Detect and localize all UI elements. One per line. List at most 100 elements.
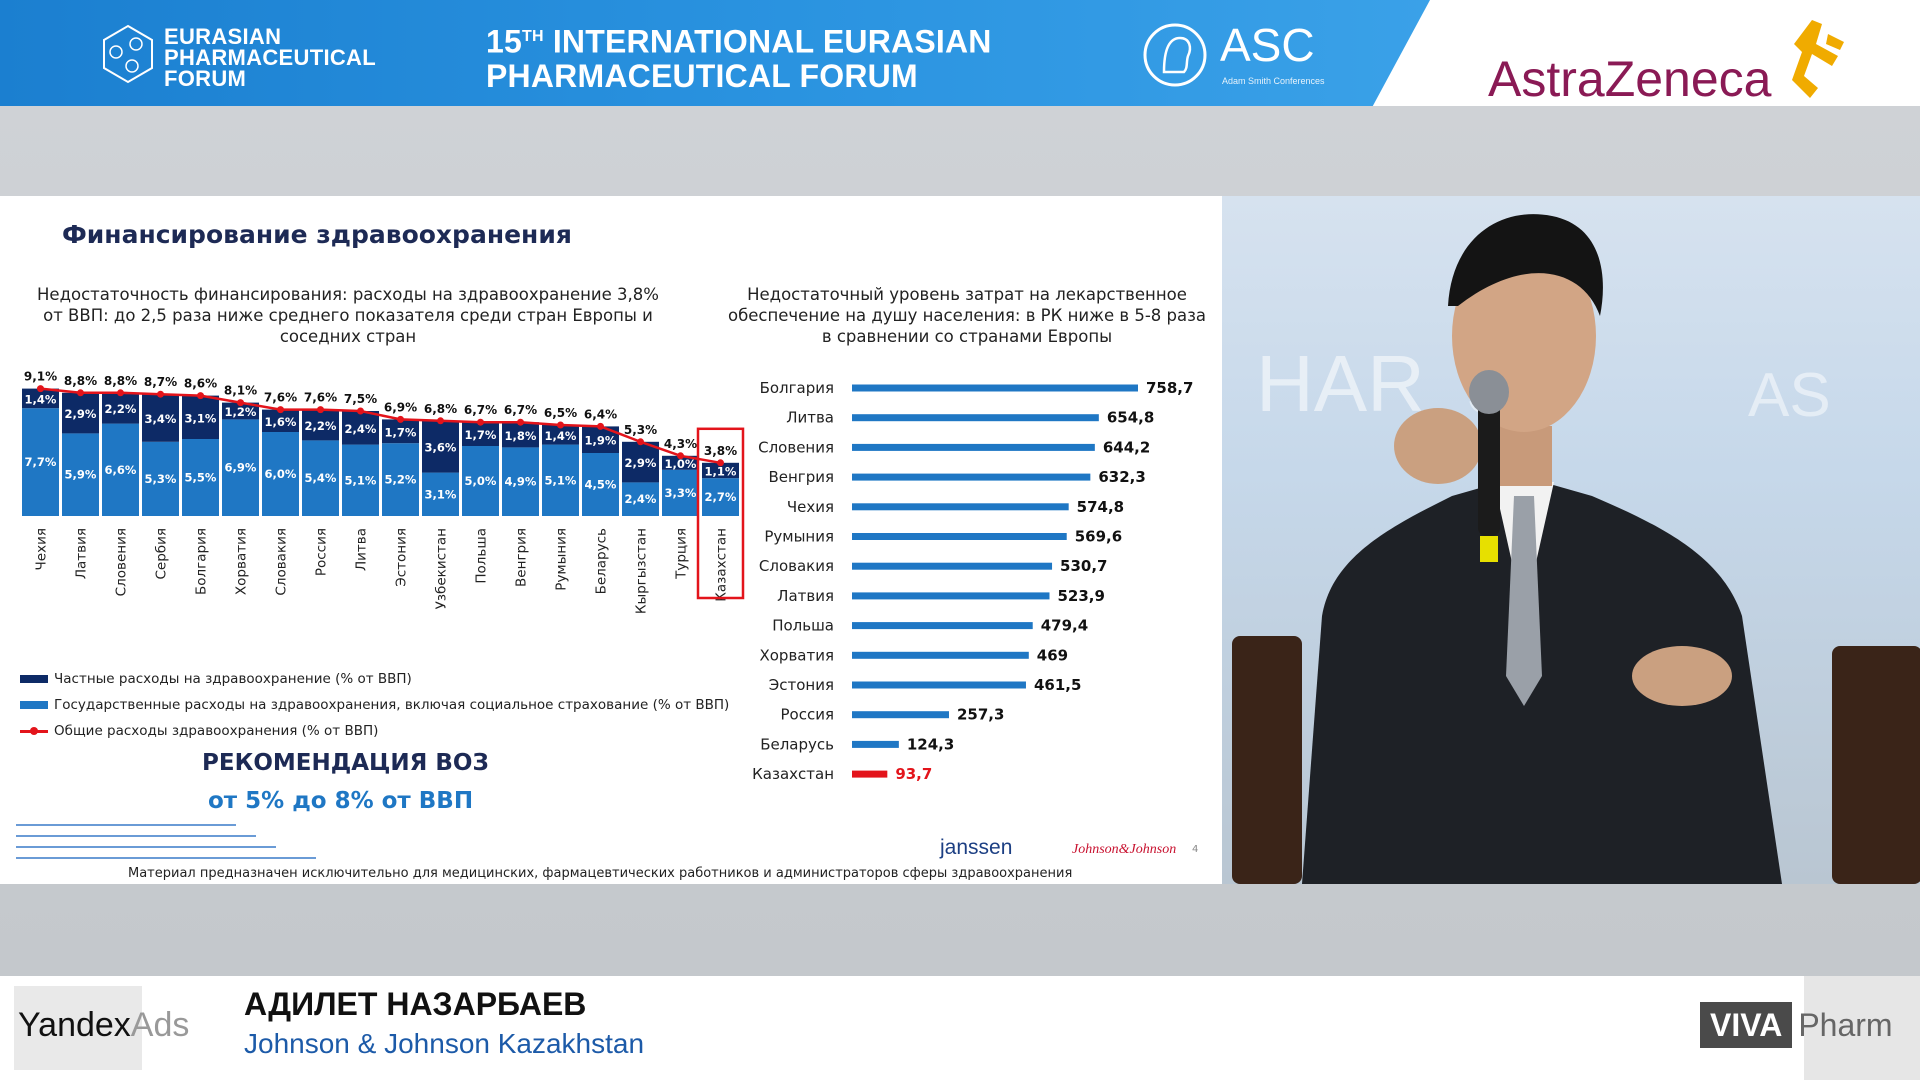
lower-third: YandexAds АДИЛЕТ НАЗАРБАЕВ Johnson & Joh… (0, 976, 1920, 1080)
label-private-13: 1,4% (545, 429, 577, 443)
bar-private-6 (262, 409, 299, 432)
value-label-2: 644,2 (1103, 438, 1150, 456)
label-public-1: 5,9% (65, 468, 97, 482)
bar-private-4 (182, 395, 219, 439)
category-label-5: Румыния (764, 528, 834, 546)
bar-public-6 (262, 432, 299, 516)
category-label-11: Россия (781, 706, 835, 724)
slide-title: Финансирование здравоохранения (62, 220, 572, 249)
label-public-16: 3,3% (665, 486, 697, 500)
category-label-3: Венгрия (768, 468, 834, 486)
backdrop-text: AS (1748, 361, 1831, 430)
label-public-12: 4,9% (505, 475, 537, 489)
category-label-12: Беларусь (760, 735, 834, 753)
bar-private-12 (502, 422, 539, 448)
category-label-2: Словения (758, 438, 834, 456)
category-label-12: Венгрия (514, 528, 530, 587)
label-total-8: 7,5% (344, 392, 377, 406)
label-total-15: 5,3% (624, 423, 657, 437)
category-label-3: Сербия (154, 528, 170, 580)
category-label-0: Болгария (760, 379, 834, 397)
value-label-3: 632,3 (1098, 468, 1145, 486)
value-label-1: 654,8 (1107, 409, 1154, 427)
legend-label-public: Государственные расходы на здравоохранен… (54, 697, 730, 713)
total-point-17 (717, 459, 724, 467)
ads-suffix: Ads (130, 1006, 190, 1044)
label-private-1: 2,9% (65, 407, 97, 421)
category-label-7: Латвия (777, 587, 834, 605)
total-point-9 (397, 415, 404, 423)
health-spending-stacked-chart: 7,7% 1,4% 9,1% Чехия 5,9% 2,9% 8,8% Латвия 6,6% 2… (22, 370, 745, 614)
value-label-5: 569,6 (1075, 528, 1122, 546)
bar-private-0 (22, 388, 59, 409)
bar-private-10 (422, 420, 459, 473)
presentation-slide: Финансирование здравоохранения Недостато… (0, 196, 1222, 884)
bar-public-14 (582, 453, 619, 516)
bar-1 (852, 414, 1099, 422)
category-label-4: Чехия (787, 498, 834, 516)
legend-label-private: Частные расходы на здравоохранение (% от… (54, 671, 412, 687)
vivapharm-logo: VIVA Pharm (1700, 1002, 1893, 1048)
label-private-4: 3,1% (185, 411, 217, 425)
total-point-5 (237, 399, 244, 407)
reference-links (16, 824, 496, 868)
category-label-4: Болгария (194, 528, 210, 595)
label-private-15: 2,9% (625, 456, 657, 470)
category-label-6: Словакия (759, 557, 834, 575)
asc-logo-subtitle: Adam Smith Conferences (1222, 76, 1325, 86)
speaker-name: АДИЛЕТ НАЗАРБАЕВ (244, 986, 587, 1022)
slide-disclaimer: Материал предназначен исключительно для … (128, 866, 1073, 881)
label-private-7: 2,2% (305, 419, 337, 433)
label-total-14: 6,4% (584, 407, 617, 421)
bar-private-8 (342, 411, 379, 445)
bar-private-17 (702, 462, 739, 479)
label-public-2: 6,6% (105, 463, 137, 477)
forum-hexagon-icon (103, 24, 153, 84)
total-point-12 (517, 418, 524, 426)
yandex-brand: Yandex (18, 1006, 131, 1044)
bar-public-11 (462, 446, 499, 516)
bar-public-13 (542, 444, 579, 516)
bar-7 (852, 592, 1050, 600)
label-public-11: 5,0% (465, 474, 497, 488)
category-label-13: Казахстан (752, 765, 834, 783)
label-public-7: 5,4% (305, 471, 337, 485)
bar-private-16 (662, 455, 699, 470)
speaker-figure (1302, 214, 1782, 884)
category-label-6: Словакия (274, 528, 290, 596)
reference-link (16, 824, 236, 826)
label-total-10: 6,8% (424, 402, 457, 416)
chart-legend: Частные расходы на здравоохранение (% от… (20, 666, 729, 744)
bar-private-13 (542, 425, 579, 445)
label-private-16: 1,0% (665, 457, 697, 471)
total-point-11 (477, 418, 484, 426)
forum-title-number: 15 (486, 23, 522, 60)
label-private-6: 1,6% (265, 415, 297, 429)
label-private-8: 2,4% (345, 422, 377, 436)
chair (1232, 636, 1302, 884)
label-total-3: 8,7% (144, 375, 177, 389)
bar-public-12 (502, 447, 539, 516)
bar-public-17 (702, 478, 739, 516)
bar-11 (852, 711, 949, 719)
label-total-4: 8,6% (184, 377, 217, 391)
total-point-16 (677, 452, 684, 460)
category-label-7: Россия (314, 528, 330, 576)
right-chart-subtitle: Недостаточный уровень затрат на лекарств… (727, 285, 1206, 346)
category-label-9: Эстония (394, 528, 410, 587)
label-total-0: 9,1% (24, 370, 57, 384)
value-label-4: 574,8 (1077, 498, 1124, 516)
category-label-10: Эстония (769, 676, 834, 694)
label-total-9: 6,9% (384, 400, 417, 414)
label-public-17: 2,7% (705, 490, 737, 504)
label-public-6: 6,0% (265, 467, 297, 481)
category-label-1: Литва (786, 409, 834, 427)
bar-4 (852, 503, 1069, 511)
value-label-11: 257,3 (957, 706, 1004, 724)
asc-head-icon (1143, 23, 1207, 87)
category-label-10: Узбекистан (434, 528, 450, 609)
category-label-16: Турция (674, 528, 690, 580)
bar-private-5 (222, 402, 259, 420)
vivapharm-logo-part2: Pharm (1798, 1006, 1893, 1043)
label-total-2: 8,8% (104, 374, 137, 388)
